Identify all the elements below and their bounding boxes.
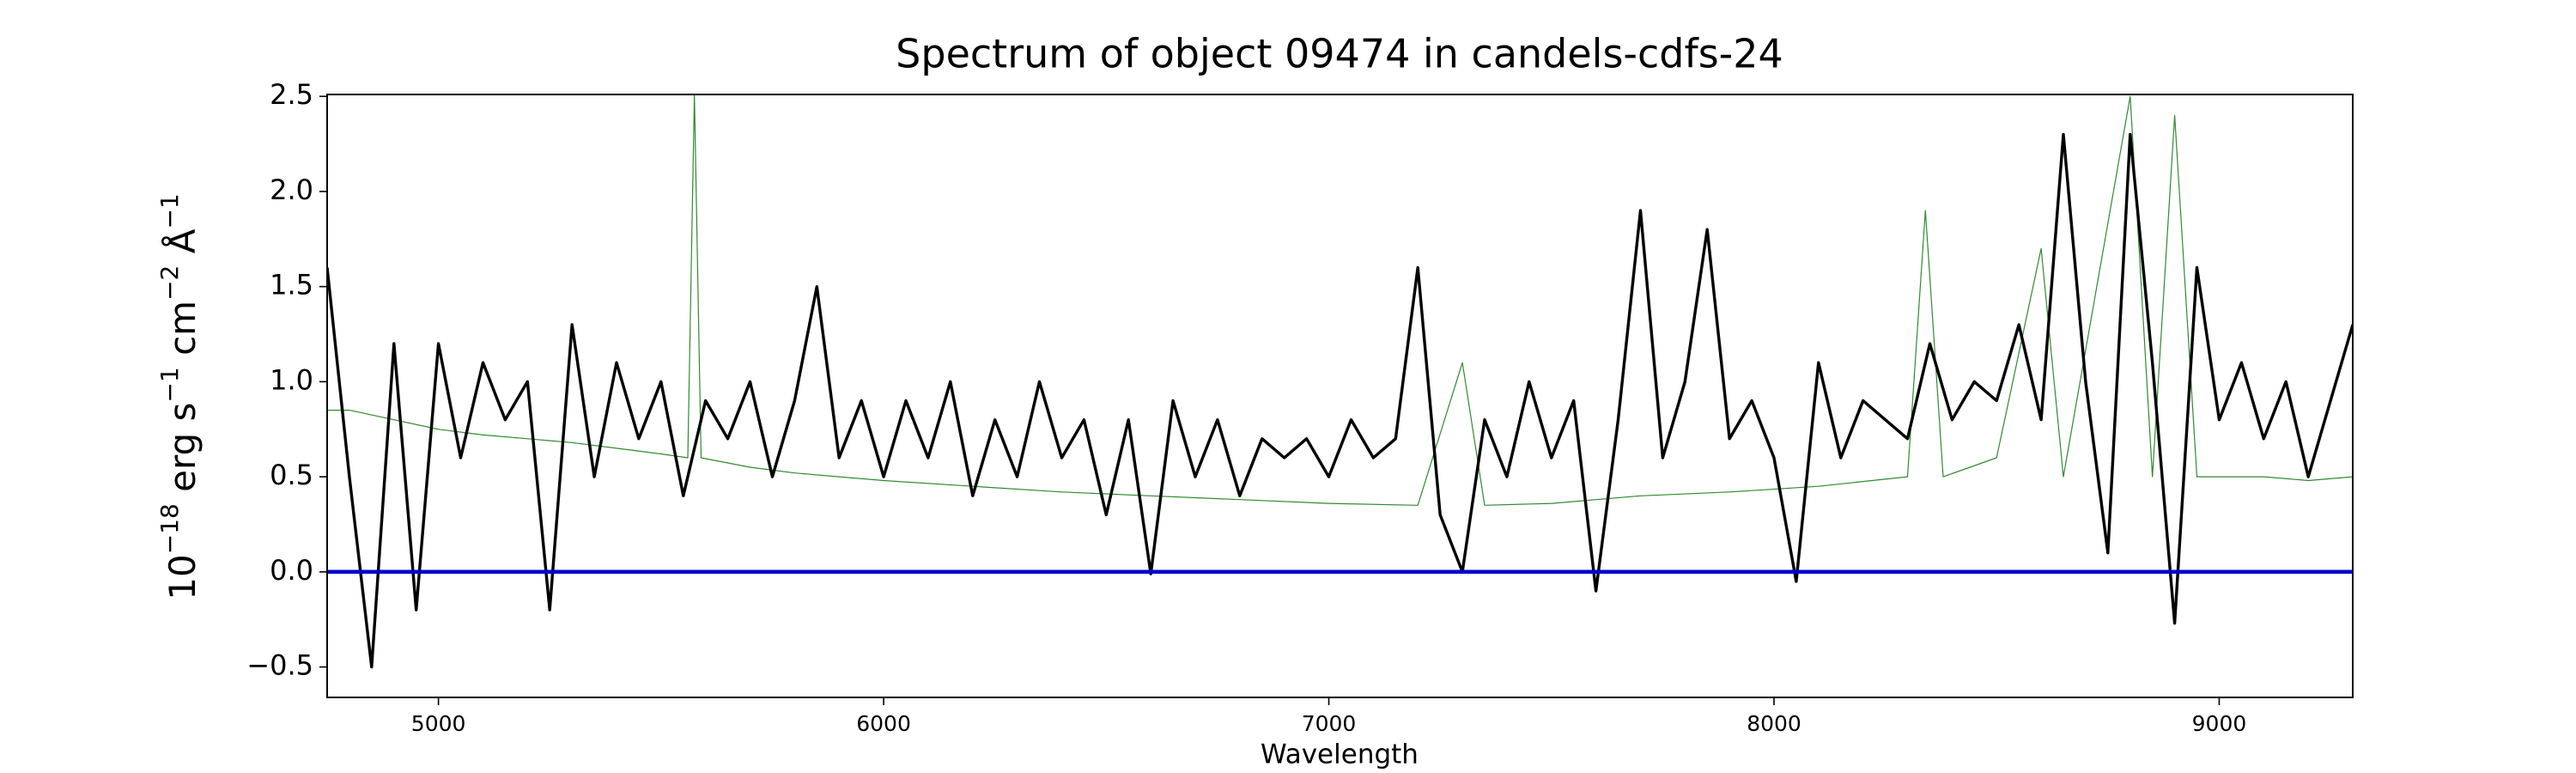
y-tick-label: 0.0 <box>270 554 313 587</box>
y-label-part: Å <box>161 228 204 265</box>
y-tick-label: 2.5 <box>270 78 313 111</box>
y-tick-label: 2.0 <box>270 173 313 206</box>
x-tick-label: 8000 <box>1747 711 1801 736</box>
y-label-exponent: −18 <box>155 503 184 554</box>
y-label-exponent: −2 <box>155 265 184 301</box>
spectrum-line <box>327 132 2353 669</box>
x-tick-label: 9000 <box>2192 711 2247 736</box>
x-tick-label: 7000 <box>1302 711 1357 736</box>
y-label-exponent: −1 <box>155 193 184 228</box>
y-label-exponent: −1 <box>155 367 184 402</box>
y-label-part: 10 <box>161 554 204 600</box>
plot-frame <box>326 94 2354 698</box>
x-tick-label: 5000 <box>411 711 466 736</box>
y-tick-label: 1.0 <box>270 363 313 396</box>
x-axis-label: Wavelength <box>1261 740 1419 770</box>
x-tick-label: 6000 <box>856 711 911 736</box>
chart-title: Spectrum of object 09474 in candels-cdfs… <box>896 31 1783 77</box>
y-label-part: cm <box>161 301 204 367</box>
y-axis-label: 10−18 erg s−1 cm−2 Å−1 <box>155 193 204 600</box>
y-tick-label: 0.5 <box>270 459 313 491</box>
y-label-part: erg s <box>161 403 204 504</box>
spectrum-line <box>327 94 2353 506</box>
y-tick-label: 1.5 <box>270 269 313 301</box>
y-tick-label: −0.5 <box>246 649 313 682</box>
